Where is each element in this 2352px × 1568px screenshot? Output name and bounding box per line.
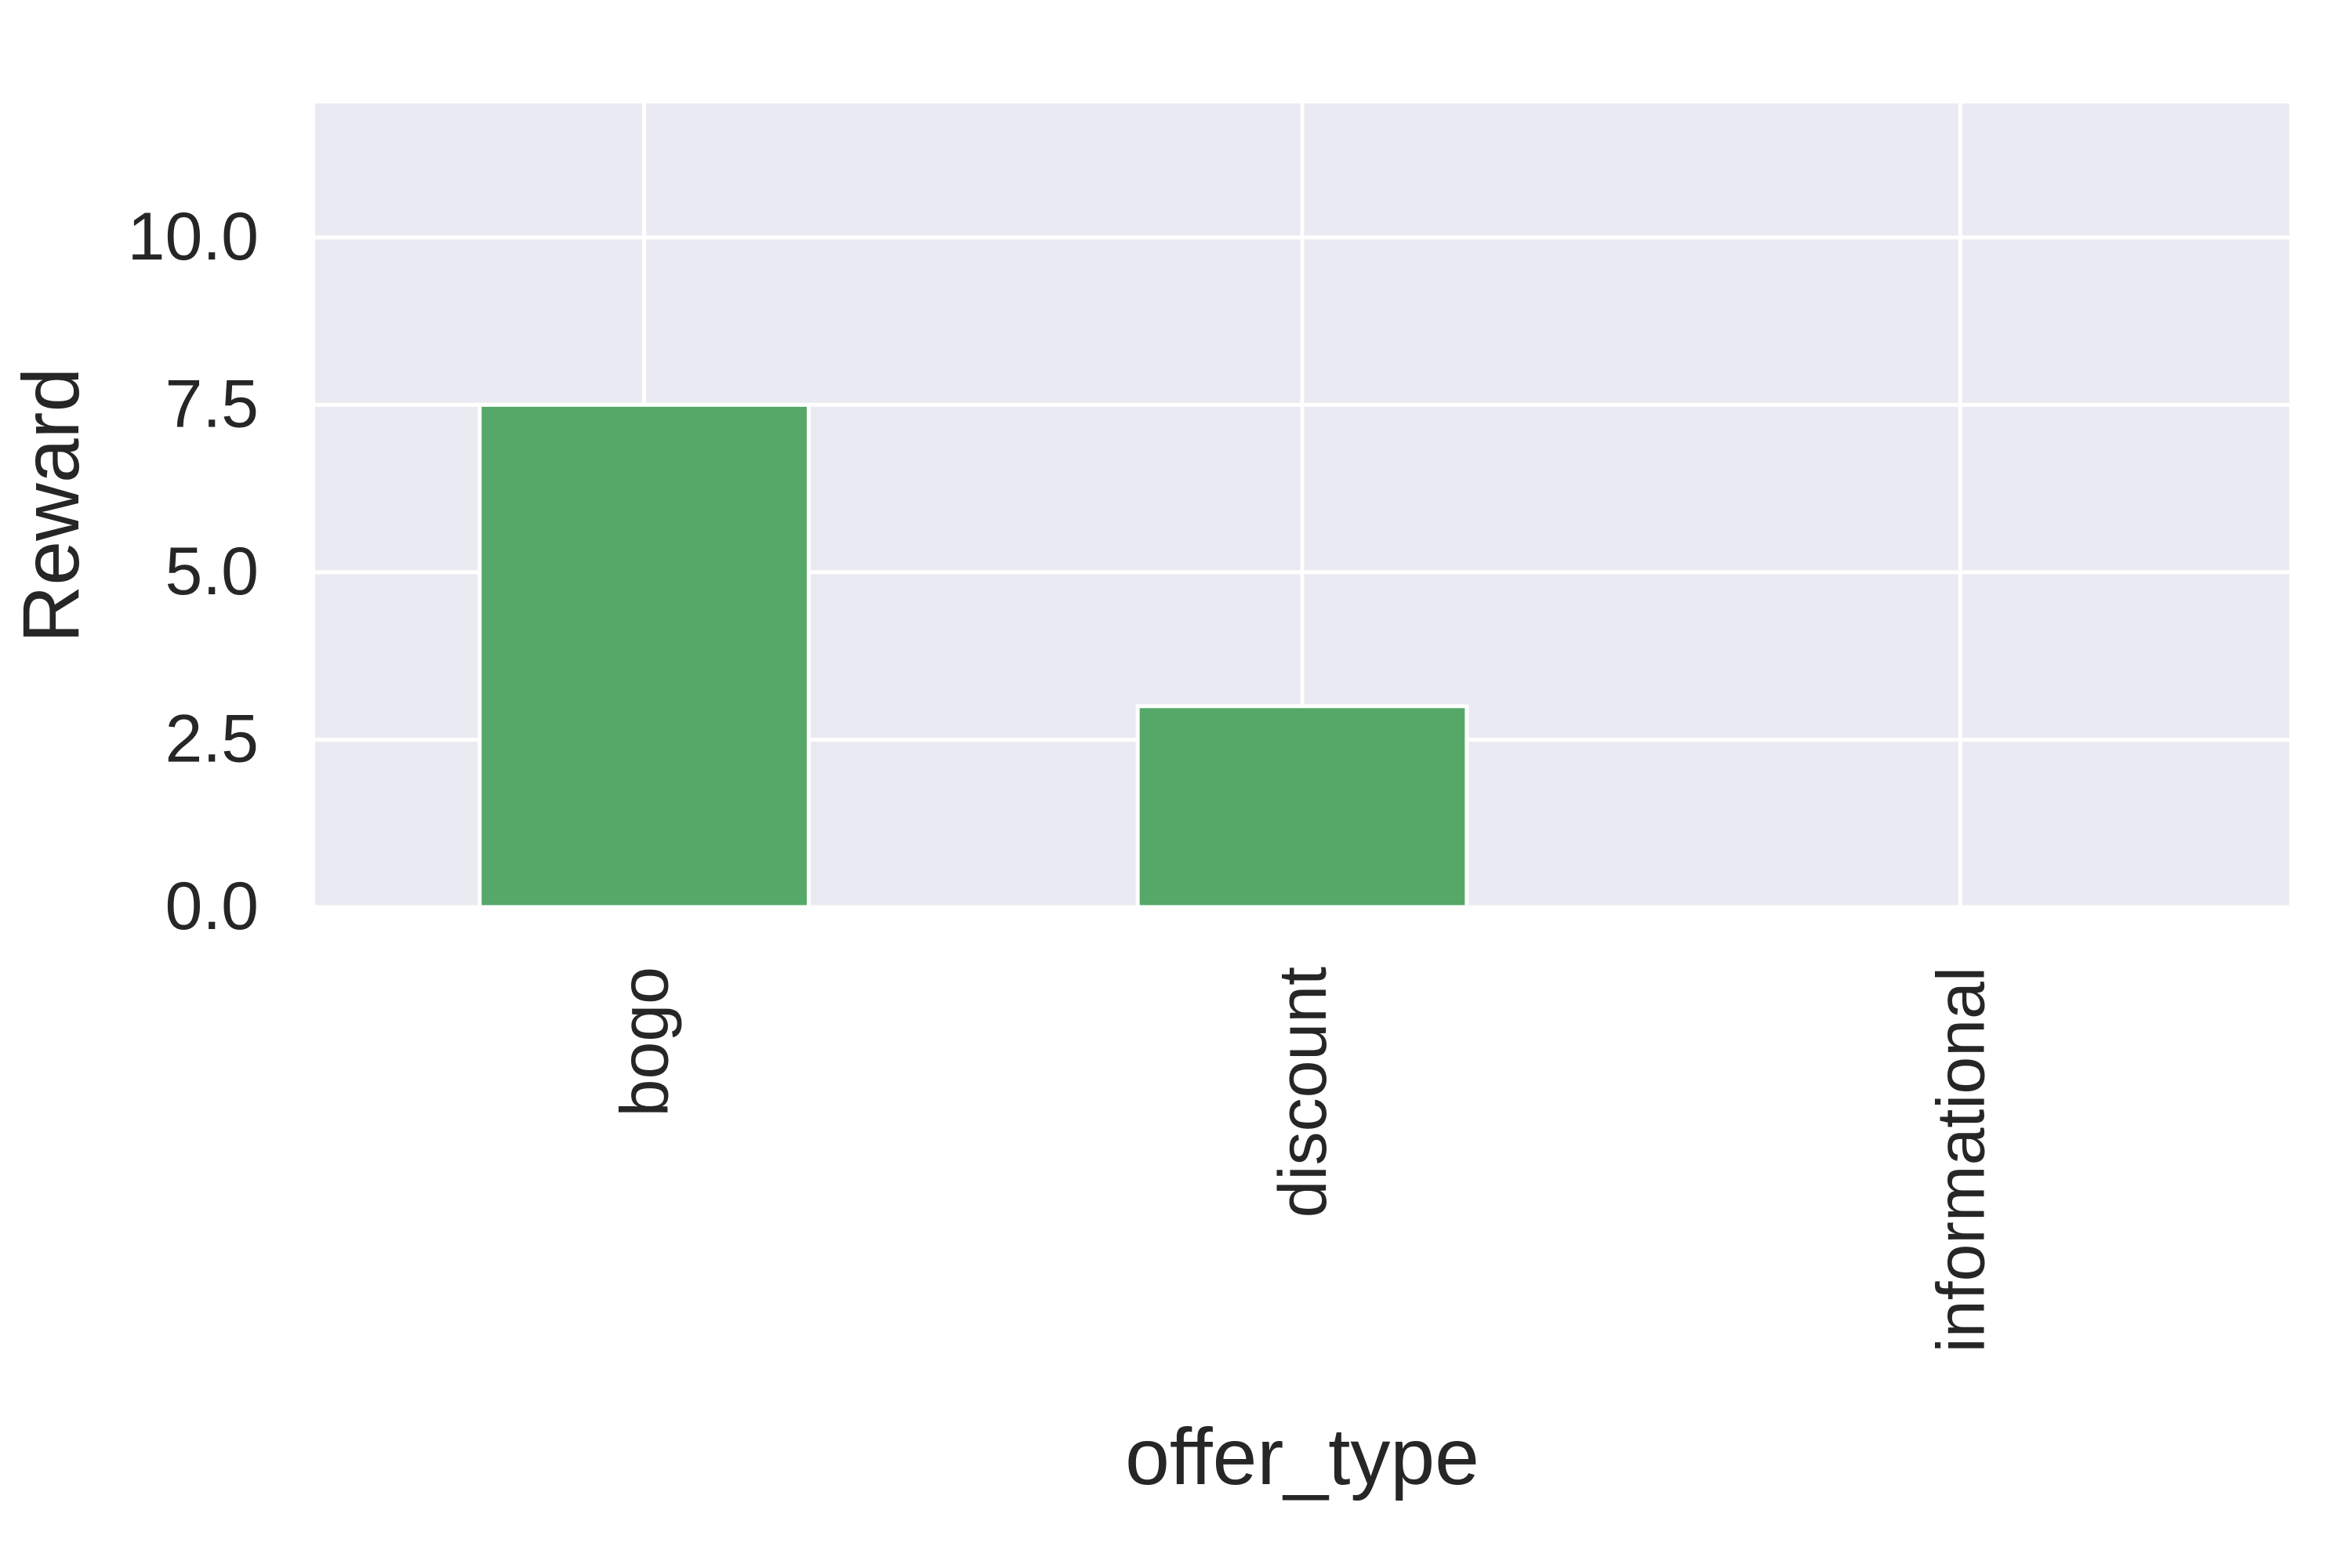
x-tick-labels: bogo discount informational [608, 967, 1999, 1352]
y-tick-label: 7.5 [165, 366, 259, 441]
bar-discount [1135, 704, 1469, 909]
y-axis-label: Reward [6, 368, 96, 643]
x-tick-label-informational: informational [1923, 967, 1998, 1352]
x-tick-label-bogo: bogo [608, 967, 683, 1116]
y-tick-label: 2.5 [165, 701, 259, 776]
bar-bogo [477, 402, 811, 909]
y-tick-label: 10.0 [128, 199, 259, 274]
bars [477, 402, 1469, 909]
x-tick-label-discount: discount [1265, 967, 1341, 1218]
x-axis-label: offer_type [1125, 1412, 1479, 1501]
y-tick-label: 5.0 [165, 534, 259, 609]
y-tick-label: 0.0 [165, 869, 259, 944]
y-tick-labels: 0.0 2.5 5.0 7.5 10.0 [128, 199, 259, 944]
